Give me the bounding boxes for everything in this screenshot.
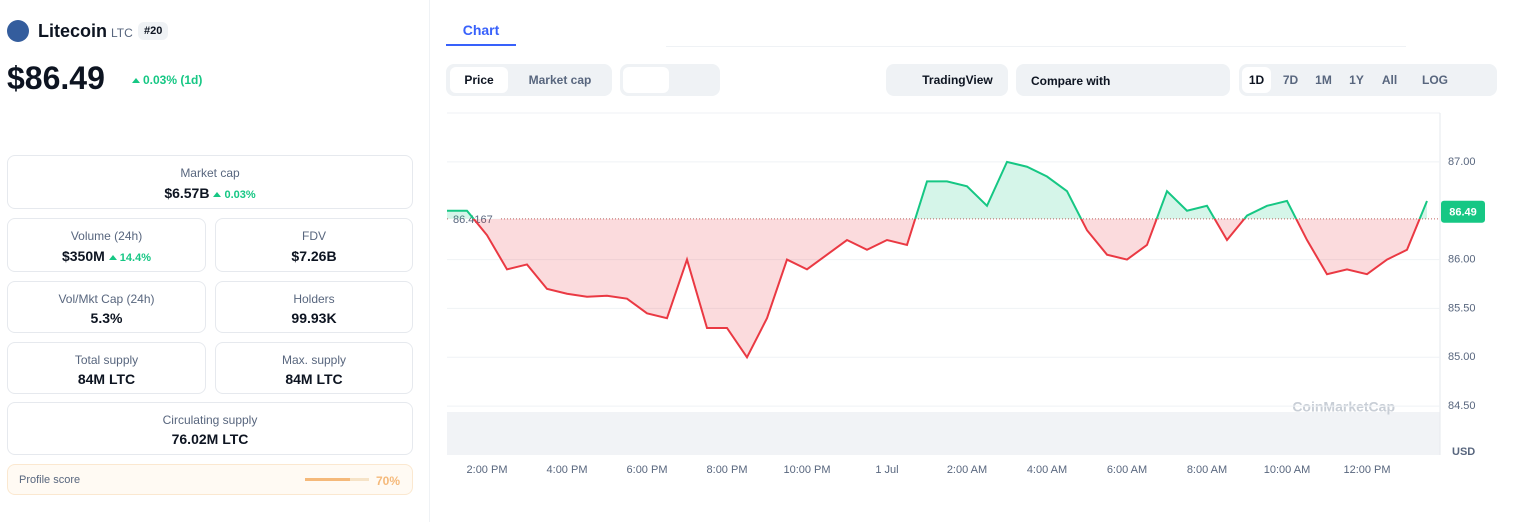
stat-label: Vol/Mkt Cap (24h) (58, 292, 155, 306)
x-tick-label: 2:00 PM (467, 464, 508, 476)
stat-change: 0.03% (224, 189, 256, 201)
y-tick-label: 84.50 (1448, 400, 1476, 412)
stat-label: Volume (24h) (70, 229, 143, 243)
price-line (472, 218, 1421, 360)
y-tick-label: 86.00 (1448, 253, 1476, 265)
x-tick-label: 4:00 AM (1027, 464, 1067, 476)
baseline-label: 86.4167 (453, 214, 493, 226)
compare-label: Compare with (1031, 74, 1111, 88)
stat-card: FDV $7.26B (215, 218, 413, 272)
volume-band (447, 412, 1440, 455)
x-tick-label: 10:00 PM (783, 464, 830, 476)
stat-label: Total supply (74, 353, 139, 367)
stat-value: 76.02M LTC (171, 431, 249, 447)
coin-logo (7, 20, 29, 42)
tradingview-button[interactable] (886, 64, 1008, 96)
profile-track (305, 478, 369, 481)
stat-value: 84M LTC (77, 371, 136, 387)
stat-label: Max. supply (281, 353, 347, 367)
price-area (447, 218, 1427, 358)
range-toggle (1239, 64, 1497, 96)
range-button[interactable]: 1Y (1349, 73, 1364, 87)
stat-label: Market cap (180, 166, 240, 180)
stat-card: Total supply 84M LTC (7, 342, 206, 394)
mode-button[interactable]: Price (464, 73, 494, 87)
x-tick-label: 10:00 AM (1264, 464, 1310, 476)
y-tick-label: 85.00 (1448, 351, 1476, 363)
tab[interactable]: Chart (462, 22, 500, 38)
stat-value: 5.3% (90, 310, 123, 326)
x-tick-label: 1 Jul (875, 464, 898, 476)
profile-score: Profile score 70% (7, 464, 413, 495)
stat-card: Holders 99.93K (215, 281, 413, 333)
x-tick-label: 12:00 PM (1343, 464, 1390, 476)
range-button[interactable]: 1M (1315, 73, 1332, 87)
tradingview-label: TradingView (922, 73, 993, 87)
coin-name: Litecoin (38, 21, 108, 41)
range-button[interactable]: All (1381, 73, 1398, 87)
stat-card: Market cap $6.57B 0.03% (7, 155, 413, 209)
rank-badge: #20 (138, 22, 169, 40)
stat-label: FDV (302, 229, 326, 243)
chart-style-active (623, 67, 669, 93)
stat-label: Circulating supply (162, 413, 258, 427)
stat-label: Holders (293, 292, 335, 306)
mode-button[interactable]: Market cap (528, 73, 592, 87)
profile-fill (305, 478, 350, 481)
price: $86.49 (7, 60, 105, 96)
mode-active (450, 67, 508, 93)
price-change-text: 0.03% (1d) (143, 73, 203, 87)
range-active (1242, 67, 1271, 93)
stat-value: 99.93K (291, 310, 337, 326)
price-area (447, 161, 1427, 219)
stat-change: 14.4% (119, 252, 151, 264)
range-button[interactable]: 7D (1282, 73, 1299, 87)
stat-card: Max. supply 84M LTC (215, 342, 413, 394)
stat-card: Vol/Mkt Cap (24h) 5.3% (7, 281, 206, 333)
tab-rule (666, 46, 1406, 47)
watermark: CoinMarketCap (1292, 399, 1395, 415)
profile-value: 70% (376, 474, 401, 488)
x-tick-label: 6:00 AM (1107, 464, 1147, 476)
x-tick-label: 2:00 AM (947, 464, 987, 476)
price-change: 0.03% (1d) (128, 73, 202, 87)
tab-underline (446, 44, 516, 46)
x-tick-label: 6:00 PM (627, 464, 668, 476)
stat-value: 84M LTC (285, 371, 343, 387)
stat-value: $6.57B 0.03% (8, 185, 412, 201)
current-price-tag (1441, 200, 1485, 223)
compare-select[interactable] (1016, 64, 1230, 96)
stat-value: $7.26B (291, 248, 337, 264)
x-tick-label: 8:00 AM (1187, 464, 1227, 476)
x-tick-label: 8:00 PM (707, 464, 748, 476)
divider (429, 0, 430, 522)
range-button[interactable]: LOG (1422, 73, 1448, 87)
y-tick-label: 87.00 (1448, 156, 1476, 168)
x-tick-label: 4:00 PM (547, 464, 588, 476)
stat-number: $6.57B (164, 185, 210, 201)
price-line (447, 160, 1428, 219)
stat-number: $350M (61, 248, 105, 264)
range-button[interactable]: 1D (1248, 73, 1265, 87)
stat-card[interactable]: Volume (24h) $350M 14.4% (7, 218, 206, 272)
current-price-label: 86.49 (1449, 207, 1477, 219)
y-unit: USD (1452, 446, 1475, 458)
profile-label: Profile score (19, 474, 81, 486)
y-tick-label: 85.50 (1448, 302, 1476, 314)
stat-value: $350M 14.4% (8, 248, 205, 264)
coin-symbol: LTC (111, 26, 133, 40)
stat-card: Circulating supply 76.02M LTC (7, 402, 413, 455)
